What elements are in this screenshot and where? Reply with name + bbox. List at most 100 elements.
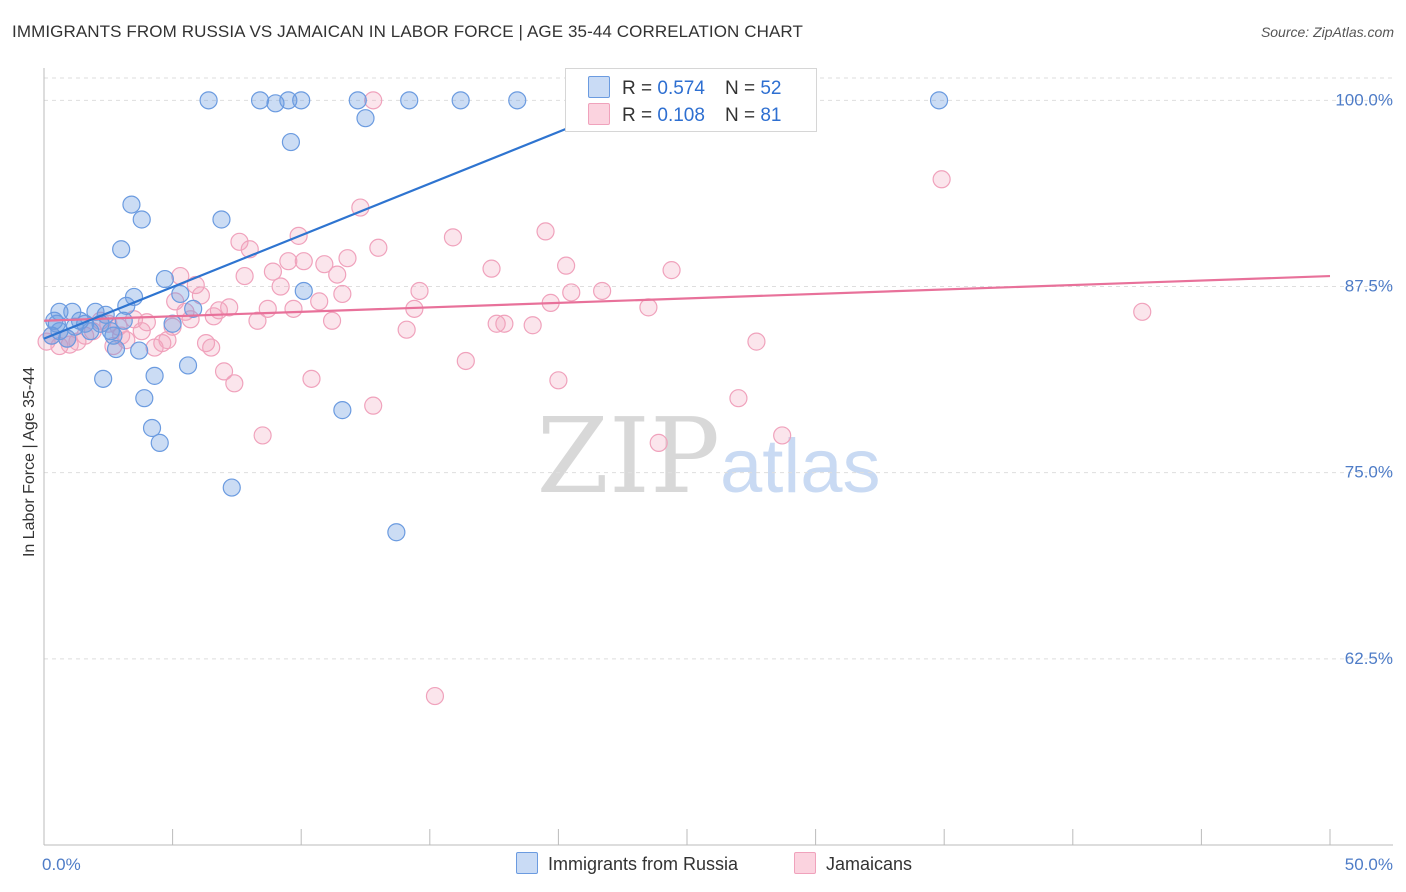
- russia-point: [130, 341, 149, 360]
- jamaicans-point: [153, 333, 172, 353]
- watermark-zip: ZIP: [537, 395, 720, 517]
- jamaicans-point: [271, 277, 290, 296]
- jamaicans-point: [253, 426, 272, 445]
- jamaicans-point: [773, 426, 792, 445]
- russia-point: [94, 369, 113, 388]
- jamaicans-point: [639, 298, 658, 317]
- russia-point: [122, 195, 141, 214]
- russia-point: [106, 339, 126, 359]
- legend-row-russia: R = 0.574 N = 52: [588, 76, 781, 100]
- jamaicans-point: [225, 374, 244, 393]
- jamaicans-trend-line: [43, 274, 1331, 322]
- russia-point: [145, 366, 164, 385]
- russia-point: [929, 91, 949, 110]
- jamaicans-point: [1133, 302, 1152, 321]
- jamaicans-point: [328, 265, 347, 284]
- russia-point: [184, 299, 203, 318]
- jamaicans-point: [294, 252, 313, 271]
- legend-label-jamaicans: Jamaicans: [826, 854, 913, 874]
- legend-n-value: 52: [760, 78, 782, 99]
- jamaicans-point: [235, 266, 254, 286]
- jamaicans-point: [369, 238, 388, 257]
- jamaicans-point: [204, 307, 223, 326]
- stats-legend: R = 0.574 N = 52 R = 0.108 N = 81: [565, 68, 817, 132]
- jamaicans-point: [333, 284, 352, 304]
- jamaicans-point: [202, 338, 221, 357]
- jamaicans-point: [410, 281, 429, 301]
- y-tick-label: 75.0%: [1345, 463, 1393, 482]
- russia-point: [199, 91, 218, 110]
- jamaicans-point: [279, 252, 298, 271]
- jamaicans-point: [263, 262, 283, 281]
- legend-n-value: 81: [760, 105, 782, 126]
- jamaicans-point: [364, 91, 383, 110]
- jamaicans-point: [302, 369, 321, 388]
- russia-point: [163, 314, 182, 333]
- y-tick-label: 100.0%: [1335, 90, 1393, 109]
- russia-point: [178, 356, 198, 375]
- jamaicans-point: [487, 314, 506, 333]
- y-tick-label: 87.5%: [1345, 277, 1393, 296]
- legend-n-label: N =: [724, 105, 756, 126]
- russia-point: [132, 210, 151, 229]
- russia-point: [508, 91, 527, 110]
- jamaicans-point: [649, 433, 668, 452]
- axes: [43, 68, 1393, 846]
- jamaicans-point: [593, 281, 612, 301]
- jamaicans-point: [112, 326, 131, 345]
- russia-swatch: [516, 852, 538, 874]
- x-tick-label: 0.0%: [42, 855, 81, 874]
- jamaicans-point: [310, 292, 329, 311]
- russia-point: [150, 433, 169, 452]
- russia-point: [212, 210, 231, 229]
- axis-labels: 62.5% 75.0% 87.5% 100.0% 0.0% 50.0% In Labor F…: [21, 90, 1393, 874]
- jamaicans-point: [662, 261, 681, 280]
- russia-point: [281, 132, 301, 152]
- legend-item-russia[interactable]: Immigrants from Russia: [516, 852, 738, 875]
- russia-point: [222, 478, 241, 497]
- source-credit: Source: ZipAtlas.com: [1260, 24, 1394, 40]
- jamaicans-point: [191, 286, 210, 305]
- jamaicans-point: [932, 170, 951, 189]
- russia-point: [333, 401, 352, 420]
- jamaicans-point: [557, 256, 576, 275]
- russia-point: [135, 389, 154, 408]
- watermark-atlas: atlas: [720, 424, 881, 509]
- russia-point: [348, 91, 367, 110]
- russia-point: [112, 240, 131, 259]
- jamaicans-point: [425, 686, 445, 706]
- russia-point: [400, 91, 419, 110]
- chart-title: IMMIGRANTS FROM RUSSIA VS JAMAICAN IN LA…: [12, 22, 803, 41]
- russia-point: [294, 281, 313, 301]
- legend-r-label: R =: [622, 105, 653, 126]
- russia-point: [451, 91, 470, 110]
- russia-point: [155, 269, 174, 289]
- jamaicans-point: [315, 255, 334, 274]
- jamaicans-point: [747, 332, 766, 351]
- jamaicans-point: [322, 311, 342, 330]
- russia-point: [387, 523, 406, 542]
- russia-point: [104, 326, 123, 345]
- jamaicans-point: [258, 299, 277, 318]
- russia-point: [81, 322, 100, 341]
- legend-r-label: R =: [622, 78, 653, 99]
- jamaicans-point: [397, 320, 416, 339]
- jamaicans-point: [132, 322, 151, 341]
- legend-item-jamaicans[interactable]: Jamaicans: [794, 852, 912, 875]
- jamaicans-point: [220, 298, 239, 317]
- russia-point: [292, 91, 311, 110]
- jamaicans-point: [338, 249, 357, 268]
- legend-n-label: N =: [724, 78, 756, 99]
- legend-label-russia: Immigrants from Russia: [548, 854, 739, 874]
- x-tick-label: 50.0%: [1345, 855, 1393, 874]
- series-legend: Immigrants from Russia Jamaicans: [0, 852, 1406, 876]
- jamaicans-point: [214, 362, 234, 381]
- jamaicans-point: [536, 222, 555, 241]
- russia-point: [142, 418, 162, 438]
- jamaicans-point: [562, 283, 581, 302]
- legend-r-value: 0.574: [657, 78, 705, 99]
- russia-point: [114, 311, 133, 330]
- jamaicans-point: [456, 351, 475, 371]
- jamaicans-point: [284, 299, 303, 318]
